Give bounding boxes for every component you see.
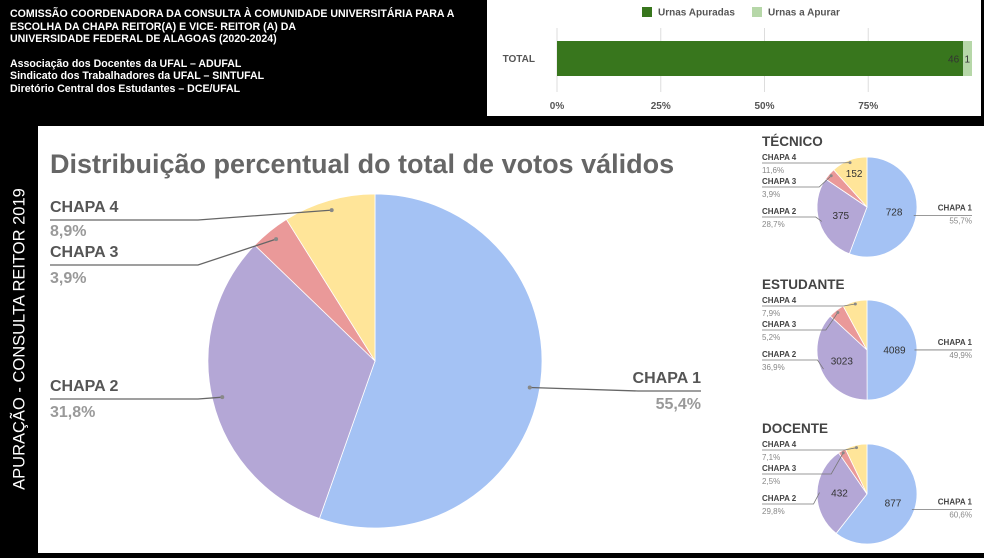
urnas-progress-chart: Urnas Apuradas Urnas a Apurar 0% 25% 50% 75% T… bbox=[487, 0, 981, 116]
x-tick-label: 50% bbox=[754, 101, 774, 112]
slice-label: CHAPA 2 bbox=[762, 350, 797, 359]
leader-line bbox=[530, 388, 701, 391]
slice-label: CHAPA 3 bbox=[762, 320, 797, 329]
header-title-line: COMISSÃO COORDENADORA DA CONSULTA À COMU… bbox=[10, 8, 480, 21]
leader-dot bbox=[836, 311, 839, 314]
slice-percent: 36,9% bbox=[762, 363, 785, 372]
x-tick-label: 25% bbox=[651, 101, 671, 112]
leader-dot bbox=[842, 451, 845, 454]
main-chart-panel: Distribuição percentual do total de voto… bbox=[38, 126, 984, 553]
leader-dot bbox=[855, 446, 858, 449]
legend-swatch bbox=[752, 7, 762, 17]
vote-distribution-charts: Distribuição percentual do total de voto… bbox=[38, 126, 984, 553]
legend-label: Urnas a Apurar bbox=[768, 8, 840, 19]
leader-dot bbox=[220, 395, 224, 399]
slice-percent: 60,6% bbox=[949, 510, 972, 519]
x-tick-label: 0% bbox=[550, 101, 565, 112]
slice-value-label: 152 bbox=[846, 169, 863, 180]
slice-percent: 2,5% bbox=[762, 477, 780, 486]
slice-percent: 55,4% bbox=[656, 396, 701, 413]
x-tick-label: 75% bbox=[858, 101, 878, 112]
slice-value-label: 4089 bbox=[883, 345, 906, 356]
slice-label: CHAPA 2 bbox=[762, 207, 797, 216]
slice-value-label: 877 bbox=[885, 498, 902, 509]
slice-percent: 7,9% bbox=[762, 309, 780, 318]
leader-dot bbox=[830, 174, 833, 177]
header-title-line: UNIVERSIDADE FEDERAL DE ALAGOAS (2020-20… bbox=[10, 33, 480, 46]
slice-label: CHAPA 3 bbox=[50, 244, 119, 261]
slice-percent: 3,9% bbox=[50, 270, 86, 287]
slice-percent: 8,9% bbox=[50, 223, 86, 240]
slice-percent: 7,1% bbox=[762, 453, 780, 462]
slice-label: CHAPA 3 bbox=[762, 464, 797, 473]
slice-label: CHAPA 3 bbox=[762, 177, 797, 186]
slice-percent: 31,8% bbox=[50, 404, 95, 421]
side-title-text: APURAÇÃO - CONSULTA REITOR 2019 bbox=[8, 188, 28, 490]
slice-value-label: 432 bbox=[831, 489, 848, 500]
bar-segment bbox=[557, 41, 963, 76]
leader-dot bbox=[274, 237, 278, 241]
bar-value-label: 1 bbox=[964, 55, 970, 66]
slice-percent: 49,9% bbox=[949, 351, 972, 360]
slice-label: CHAPA 1 bbox=[938, 497, 973, 506]
header-org-line: Sindicato dos Trabalhadores da UFAL – SI… bbox=[10, 70, 480, 83]
slice-label: CHAPA 4 bbox=[762, 440, 797, 449]
slice-label: CHAPA 4 bbox=[762, 153, 797, 162]
slice-percent: 11,6% bbox=[762, 166, 784, 175]
slice-label: CHAPA 4 bbox=[762, 296, 797, 305]
slice-label: CHAPA 4 bbox=[50, 199, 119, 216]
legend-label: Urnas Apuradas bbox=[658, 8, 735, 19]
slice-percent: 29,8% bbox=[762, 507, 785, 516]
main-chart-title: Distribuição percentual do total de voto… bbox=[50, 149, 674, 179]
small-chart-title: DOCENTE bbox=[762, 421, 828, 436]
slice-percent: 3,9% bbox=[762, 190, 780, 199]
small-chart-title: ESTUDANTE bbox=[762, 277, 845, 292]
urnas-progress-panel: Urnas Apuradas Urnas a Apurar 0% 25% 50% 75% T… bbox=[487, 0, 981, 116]
slice-value-label: 375 bbox=[832, 211, 849, 222]
slice-label: CHAPA 1 bbox=[938, 204, 973, 213]
header-text: COMISSÃO COORDENADORA DA CONSULTA À COMU… bbox=[10, 8, 480, 95]
bar-value-label: 46 bbox=[948, 55, 960, 66]
slice-label: CHAPA 1 bbox=[633, 370, 702, 387]
leader-line bbox=[50, 397, 222, 399]
legend-swatch bbox=[642, 7, 652, 17]
leader-dot bbox=[528, 386, 532, 390]
small-chart-title: TÉCNICO bbox=[762, 134, 823, 149]
slice-percent: 5,2% bbox=[762, 333, 780, 342]
header-org-line: Associação dos Docentes da UFAL – ADUFAL bbox=[10, 58, 480, 71]
slice-label: CHAPA 1 bbox=[938, 338, 973, 347]
leader-dot bbox=[330, 208, 334, 212]
leader-dot bbox=[849, 161, 852, 164]
slice-value-label: 728 bbox=[886, 207, 903, 218]
header-title-line: ESCOLHA DA CHAPA REITOR(A) E VICE- REITO… bbox=[10, 21, 480, 34]
slice-value-label: 3023 bbox=[831, 357, 854, 368]
slice-percent: 55,7% bbox=[949, 217, 972, 226]
header-org-line: Diretório Central dos Estudantes – DCE/U… bbox=[10, 83, 480, 96]
slice-percent: 28,7% bbox=[762, 220, 785, 229]
side-title: APURAÇÃO - CONSULTA REITOR 2019 bbox=[0, 126, 38, 553]
category-label: TOTAL bbox=[503, 54, 535, 65]
slice-label: CHAPA 2 bbox=[762, 494, 797, 503]
leader-dot bbox=[854, 302, 857, 305]
slice-label: CHAPA 2 bbox=[50, 378, 119, 395]
